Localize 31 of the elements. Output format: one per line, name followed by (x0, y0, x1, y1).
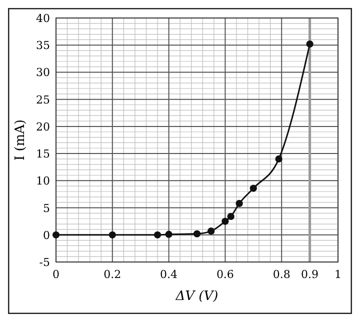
y-tick-label: -5 (39, 256, 50, 269)
x-tick-label: 1 (334, 268, 342, 281)
y-tick-label: 20 (36, 120, 50, 134)
x-tick-label: 0.6 (216, 268, 234, 281)
x-tick-label: 0.2 (104, 268, 122, 281)
point (250, 184, 257, 192)
x-tick-label: 0.9 (301, 268, 319, 281)
point (208, 228, 215, 235)
point (154, 231, 162, 238)
y-tick-label: 10 (36, 174, 50, 188)
point (306, 40, 314, 48)
point (108, 231, 116, 238)
y-tick-label: 0 (43, 228, 50, 242)
point (227, 212, 234, 220)
y-tick-label: 35 (36, 39, 50, 52)
point (236, 200, 243, 207)
x-axis-title: ΔV (V) (174, 289, 218, 304)
point (52, 231, 60, 238)
x-tick-label: 0.4 (160, 268, 178, 281)
y-tick-label: 15 (36, 148, 50, 161)
x-tick-label: 0.8 (272, 268, 290, 281)
y-tick-label: 30 (36, 66, 50, 80)
y-tick-label: 40 (36, 12, 50, 25)
y-tick-label: 25 (36, 93, 50, 106)
x-tick-label: 0 (52, 268, 60, 281)
point (165, 230, 172, 238)
y-axis-title: I (mA) (13, 119, 28, 161)
point (222, 218, 229, 225)
point (275, 155, 282, 163)
point (193, 230, 201, 238)
y-tick-label: 5 (43, 202, 50, 215)
